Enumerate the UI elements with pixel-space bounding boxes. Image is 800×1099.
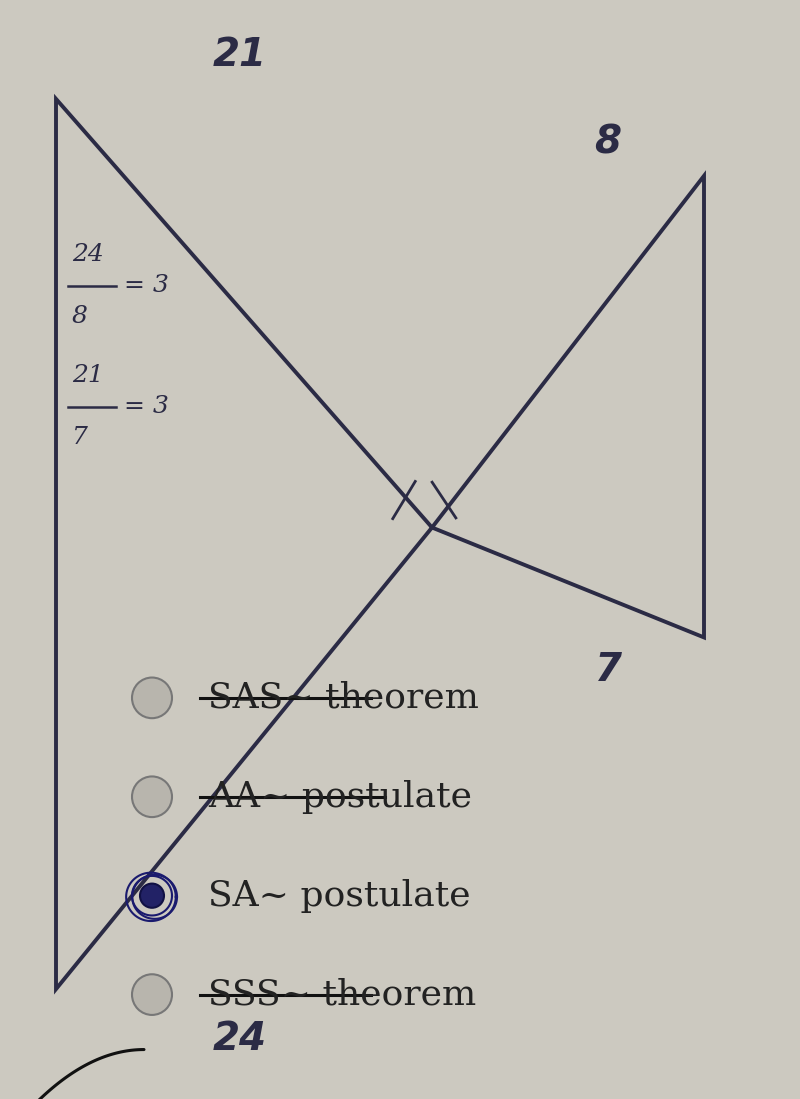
Ellipse shape (132, 776, 172, 818)
Text: = 3: = 3 (124, 275, 169, 297)
Text: 21: 21 (72, 365, 104, 387)
Text: 8: 8 (72, 306, 88, 328)
Text: AA~ postulate: AA~ postulate (208, 780, 472, 813)
Text: SSS~ theorem: SSS~ theorem (208, 978, 476, 1011)
Ellipse shape (132, 974, 172, 1015)
Text: = 3: = 3 (124, 396, 169, 418)
Text: 7: 7 (594, 652, 622, 689)
Text: 8: 8 (594, 124, 622, 162)
Text: 24: 24 (213, 1020, 267, 1057)
Text: 21: 21 (213, 36, 267, 74)
Text: 24: 24 (72, 244, 104, 266)
Text: SAS~ theorem: SAS~ theorem (208, 681, 479, 714)
Text: 7: 7 (72, 426, 88, 448)
Ellipse shape (140, 884, 164, 908)
Ellipse shape (132, 677, 172, 719)
Text: SA~ postulate: SA~ postulate (208, 879, 470, 912)
